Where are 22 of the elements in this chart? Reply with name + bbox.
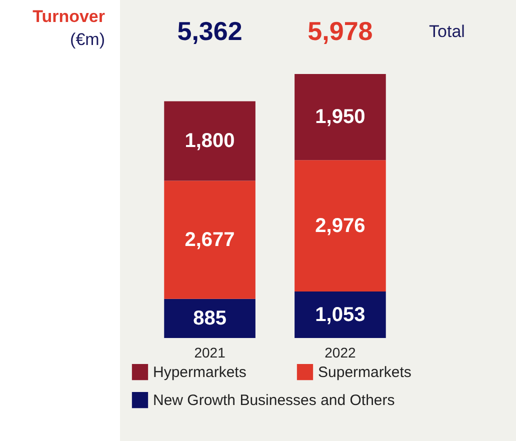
data-label: 1,053 [315,304,366,326]
bar [164,298,256,338]
legend-label: Supermarkets [318,364,412,381]
chart-subtitle: (€m) [70,30,105,49]
bar [164,101,256,181]
total-label: 5,362 [177,16,242,46]
bar [294,160,386,292]
legend-label: New Growth Businesses and Others [153,392,395,409]
bar [164,180,256,299]
total-label: 5,978 [308,16,373,46]
x-tick-label: 2022 [324,344,356,360]
data-label: 1,950 [315,106,366,128]
data-label: 2,677 [184,228,235,251]
data-label: 1,800 [184,130,235,152]
chart-title: Turnover [32,7,106,26]
text: Total [429,22,465,41]
bar [294,292,386,338]
data-label: 2,976 [315,214,366,237]
bar [294,74,386,160]
legend-label: Hypermarkets [153,364,246,381]
data-label: 885 [193,307,226,330]
x-tick-label: 2021 [194,344,226,360]
